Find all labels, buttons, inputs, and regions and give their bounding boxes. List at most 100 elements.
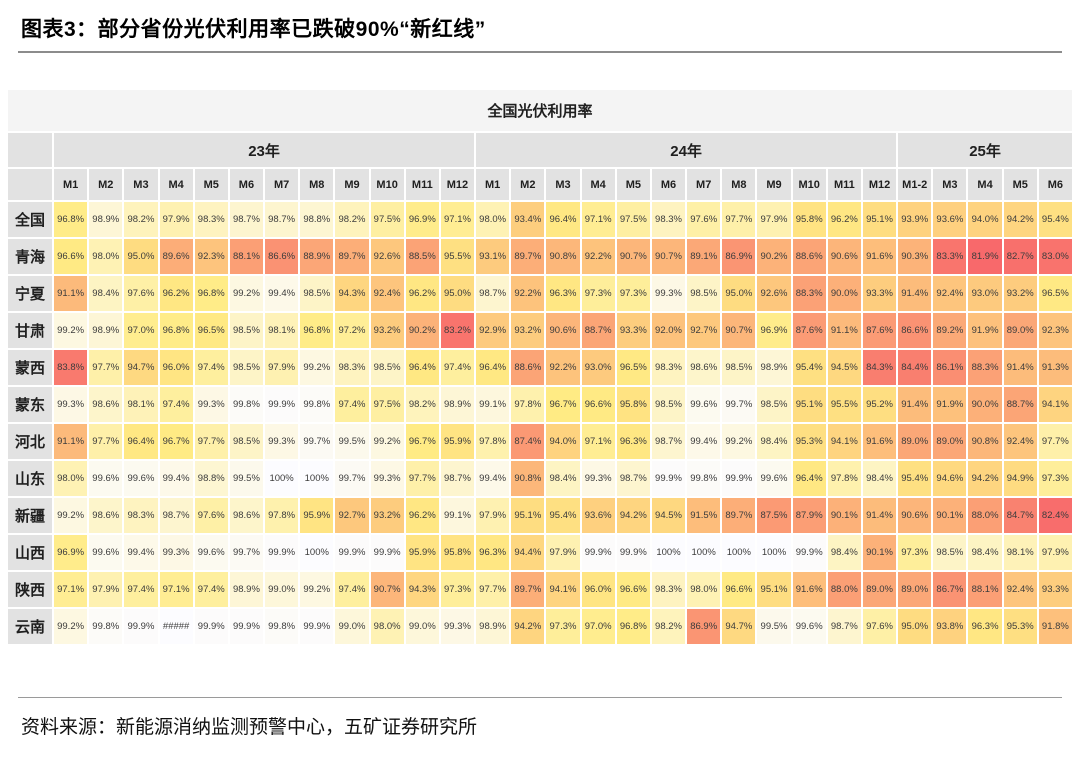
heatmap-cell: 94.7% — [722, 609, 756, 644]
heatmap-cell: 99.9% — [124, 609, 158, 644]
heatmap-cell: 98.7% — [440, 461, 475, 496]
corner-cell — [8, 133, 52, 167]
heatmap-cell: 93.4% — [511, 202, 545, 237]
title-divider — [18, 51, 1062, 53]
row-label: 甘肃 — [8, 313, 52, 348]
heatmap-cell: 99.4% — [687, 424, 721, 459]
heatmap-cell: 94.9% — [1003, 461, 1037, 496]
heatmap-cell: 87.6% — [862, 313, 897, 348]
heatmap-cell: 90.8% — [511, 461, 545, 496]
heatmap-cell: 95.1% — [792, 387, 826, 422]
heatmap-cell: 88.6% — [511, 350, 545, 385]
heatmap-cell: 96.9% — [405, 202, 439, 237]
heatmap-cell: 97.0% — [581, 609, 615, 644]
heatmap-cell: 91.6% — [862, 424, 897, 459]
heatmap-cell: 90.3% — [898, 239, 932, 274]
heatmap-cell: 100% — [300, 461, 334, 496]
month-header: M1 — [476, 169, 510, 200]
heatmap-cell: 97.9% — [757, 202, 791, 237]
row-label: 山东 — [8, 461, 52, 496]
heatmap-cell: 89.6% — [159, 239, 193, 274]
heatmap-cell: 96.6% — [54, 239, 88, 274]
figure-title: 图表3：部分省份光伏利用率已跌破90%“新红线” — [21, 18, 486, 41]
heatmap-cell: 98.0% — [687, 572, 721, 607]
utilization-heatmap-table: 全国光伏利用率 23年 24年 25年 M1 M2 M3 M4 M5 M6 M7 M8 M9 M10 M1… — [8, 90, 1072, 644]
heatmap-cell: 98.5% — [933, 535, 967, 570]
heatmap-cell: 95.8% — [440, 535, 475, 570]
heatmap-cell: 93.1% — [476, 239, 510, 274]
heatmap-cell: 98.8% — [300, 202, 334, 237]
heatmap-cell: 99.5% — [335, 424, 369, 459]
heatmap-cell: 99.6% — [757, 461, 791, 496]
heatmap-cell: 96.7% — [546, 387, 580, 422]
heatmap-cell: 89.0% — [933, 424, 967, 459]
heatmap-cell: 97.7% — [722, 202, 756, 237]
heatmap-cell: 94.1% — [827, 424, 861, 459]
row-label: 云南 — [8, 609, 52, 644]
heatmap-cell: 93.3% — [616, 313, 650, 348]
month-header: M2 — [89, 169, 123, 200]
heatmap-cell: 97.3% — [546, 609, 580, 644]
heatmap-cell: 98.0% — [370, 609, 404, 644]
heatmap-cell: 99.8% — [687, 461, 721, 496]
heatmap-cell: 90.0% — [968, 387, 1002, 422]
heatmap-cell: 96.7% — [159, 424, 193, 459]
heatmap-cell: 86.1% — [933, 350, 967, 385]
heatmap-cell: 99.6% — [89, 535, 123, 570]
heatmap-cell: 99.9% — [651, 461, 686, 496]
heatmap-cell: 100% — [722, 535, 756, 570]
heatmap-cell: 97.1% — [581, 202, 615, 237]
heatmap-cell: 84.4% — [898, 350, 932, 385]
heatmap-cell: 97.4% — [159, 387, 193, 422]
heatmap-cell: 97.4% — [194, 572, 228, 607]
month-header: M4 — [159, 169, 193, 200]
heatmap-cell: 88.3% — [792, 276, 826, 311]
heatmap-cell: 91.4% — [898, 276, 932, 311]
heatmap-cell: 94.2% — [1003, 202, 1037, 237]
heatmap-cell: 96.9% — [757, 313, 791, 348]
heatmap-cell: 94.4% — [511, 535, 545, 570]
heatmap-cell: 98.5% — [229, 313, 264, 348]
heatmap-cell: 99.8% — [265, 609, 299, 644]
heatmap-cell: 99.9% — [300, 609, 334, 644]
heatmap-cell: 99.1% — [476, 387, 510, 422]
heatmap-cell: 99.1% — [440, 498, 475, 533]
heatmap-cell: 94.2% — [616, 498, 650, 533]
heatmap-cell: 99.3% — [440, 609, 475, 644]
heatmap-cell: 99.5% — [757, 609, 791, 644]
heatmap-cell: 97.6% — [194, 498, 228, 533]
row-label: 新疆 — [8, 498, 52, 533]
heatmap-cell: 95.0% — [898, 609, 932, 644]
heatmap-cell: 97.1% — [440, 202, 475, 237]
heatmap-cell: 93.2% — [511, 313, 545, 348]
heatmap-cell: 88.1% — [968, 572, 1002, 607]
heatmap-cell: 93.6% — [933, 202, 967, 237]
heatmap-cell: 96.4% — [476, 350, 510, 385]
heatmap-cell: 96.8% — [54, 202, 88, 237]
month-header: M12 — [440, 169, 475, 200]
month-header: M1 — [54, 169, 88, 200]
heatmap-cell: 99.7% — [722, 387, 756, 422]
heatmap-cell: 97.7% — [89, 350, 123, 385]
heatmap-cell: 96.8% — [159, 313, 193, 348]
month-header: M4 — [968, 169, 1002, 200]
heatmap-cell: 93.0% — [968, 276, 1002, 311]
heatmap-cell: 98.2% — [405, 387, 439, 422]
heatmap-cell: 91.4% — [898, 387, 932, 422]
heatmap-cell: 98.7% — [827, 609, 861, 644]
heatmap-cell: 96.2% — [405, 498, 439, 533]
heatmap-cell: 98.7% — [265, 202, 299, 237]
heatmap-cell: 98.4% — [757, 424, 791, 459]
heatmap-cell: 83.8% — [54, 350, 88, 385]
heatmap-cell: 95.8% — [792, 202, 826, 237]
heatmap-cell: 98.3% — [194, 202, 228, 237]
heatmap-cell: 96.8% — [616, 609, 650, 644]
heatmap-cell: 95.3% — [792, 424, 826, 459]
heatmap-cell: 89.7% — [511, 239, 545, 274]
row-label: 青海 — [8, 239, 52, 274]
heatmap-cell: 92.2% — [511, 276, 545, 311]
month-header: M8 — [722, 169, 756, 200]
heatmap-cell: 88.7% — [581, 313, 615, 348]
heatmap-cell: 90.6% — [898, 498, 932, 533]
heatmap-cell: 92.4% — [1003, 424, 1037, 459]
